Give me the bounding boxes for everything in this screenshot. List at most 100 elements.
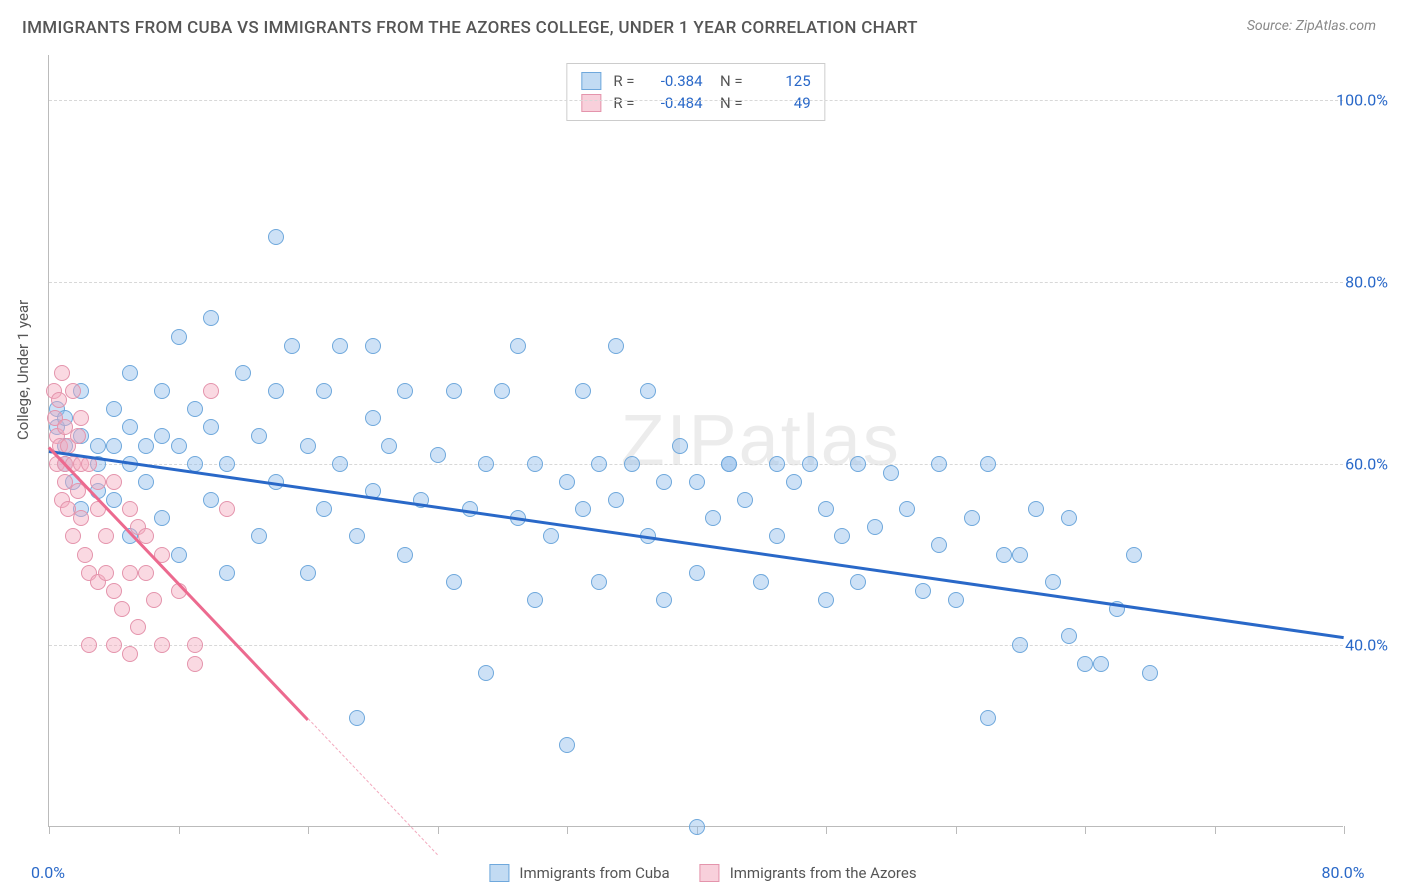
scatter-point [867, 519, 883, 535]
scatter-point [883, 465, 899, 481]
chart-title: IMMIGRANTS FROM CUBA VS IMMIGRANTS FROM … [22, 18, 918, 38]
scatter-point [81, 637, 97, 653]
swatch-blue-icon [489, 864, 509, 882]
y-tick-label: 40.0% [1345, 636, 1388, 655]
stat-n-label: N = [713, 72, 743, 90]
stats-row-azores: R = -0.484 N = 49 [581, 92, 810, 114]
scatter-point [251, 528, 267, 544]
scatter-point [980, 456, 996, 472]
plot-area: ZIPatlas R = -0.384 N = 125 R = -0.484 N… [48, 55, 1343, 827]
scatter-point [624, 456, 640, 472]
scatter-point [769, 528, 785, 544]
scatter-point [365, 338, 381, 354]
scatter-point [527, 592, 543, 608]
scatter-point [122, 565, 138, 581]
scatter-point [559, 474, 575, 490]
scatter-point [138, 474, 154, 490]
scatter-point [753, 574, 769, 590]
scatter-point [834, 528, 850, 544]
scatter-point [332, 456, 348, 472]
scatter-point [446, 574, 462, 590]
scatter-point [154, 637, 170, 653]
scatter-point [316, 501, 332, 517]
scatter-point [219, 501, 235, 517]
scatter-point [705, 510, 721, 526]
scatter-point [964, 510, 980, 526]
scatter-point [51, 392, 67, 408]
scatter-point [106, 492, 122, 508]
scatter-point [98, 528, 114, 544]
scatter-point [656, 592, 672, 608]
scatter-point [494, 383, 510, 399]
scatter-point [591, 456, 607, 472]
scatter-point [931, 456, 947, 472]
scatter-point [1045, 574, 1061, 590]
scatter-point [70, 428, 86, 444]
scatter-point [786, 474, 802, 490]
scatter-point [689, 819, 705, 835]
y-tick-label: 80.0% [1345, 273, 1388, 292]
x-tick [826, 826, 827, 834]
swatch-pink-icon [700, 864, 720, 882]
scatter-point [90, 474, 106, 490]
legend-label-cuba: Immigrants from Cuba [519, 864, 669, 882]
scatter-point [138, 438, 154, 454]
scatter-point [899, 501, 915, 517]
scatter-point [268, 383, 284, 399]
y-axis-label: College, Under 1 year [14, 300, 32, 440]
source-attribution: Source: ZipAtlas.com [1247, 18, 1376, 34]
scatter-point [154, 428, 170, 444]
x-tick [956, 826, 957, 834]
scatter-point [73, 410, 89, 426]
trend-line [308, 718, 438, 855]
scatter-point [1028, 501, 1044, 517]
scatter-point [446, 383, 462, 399]
scatter-point [171, 547, 187, 563]
x-tick [308, 826, 309, 834]
scatter-point [106, 401, 122, 417]
scatter-point [203, 492, 219, 508]
scatter-point [656, 474, 672, 490]
scatter-point [130, 619, 146, 635]
scatter-point [575, 383, 591, 399]
watermark-thin: atlas [739, 401, 901, 481]
grid-line [49, 100, 1343, 101]
scatter-point [931, 537, 947, 553]
scatter-point [1061, 510, 1077, 526]
scatter-point [591, 574, 607, 590]
scatter-point [850, 574, 866, 590]
scatter-point [65, 383, 81, 399]
scatter-point [332, 338, 348, 354]
scatter-point [850, 456, 866, 472]
scatter-point [689, 565, 705, 581]
grid-line [49, 464, 1343, 465]
x-tick [1344, 826, 1345, 834]
scatter-point [122, 646, 138, 662]
stat-n-azores: 49 [753, 94, 811, 112]
scatter-point [203, 310, 219, 326]
bottom-legend: Immigrants from Cuba Immigrants from the… [489, 864, 916, 882]
swatch-blue-icon [581, 72, 601, 90]
x-tick [1085, 826, 1086, 834]
x-tick-label: 80.0% [1322, 863, 1365, 882]
scatter-point [980, 710, 996, 726]
scatter-point [689, 474, 705, 490]
scatter-point [1061, 628, 1077, 644]
scatter-point [90, 438, 106, 454]
x-tick [438, 826, 439, 834]
scatter-point [171, 329, 187, 345]
scatter-point [171, 438, 187, 454]
scatter-point [397, 383, 413, 399]
swatch-pink-icon [581, 94, 601, 112]
scatter-point [510, 338, 526, 354]
scatter-point [154, 510, 170, 526]
scatter-point [721, 456, 737, 472]
scatter-point [65, 528, 81, 544]
scatter-point [203, 383, 219, 399]
scatter-point [284, 338, 300, 354]
stats-legend-box: R = -0.384 N = 125 R = -0.484 N = 49 [566, 63, 825, 121]
scatter-point [349, 528, 365, 544]
stats-row-cuba: R = -0.384 N = 125 [581, 70, 810, 92]
scatter-point [1012, 637, 1028, 653]
y-tick-label: 60.0% [1345, 454, 1388, 473]
